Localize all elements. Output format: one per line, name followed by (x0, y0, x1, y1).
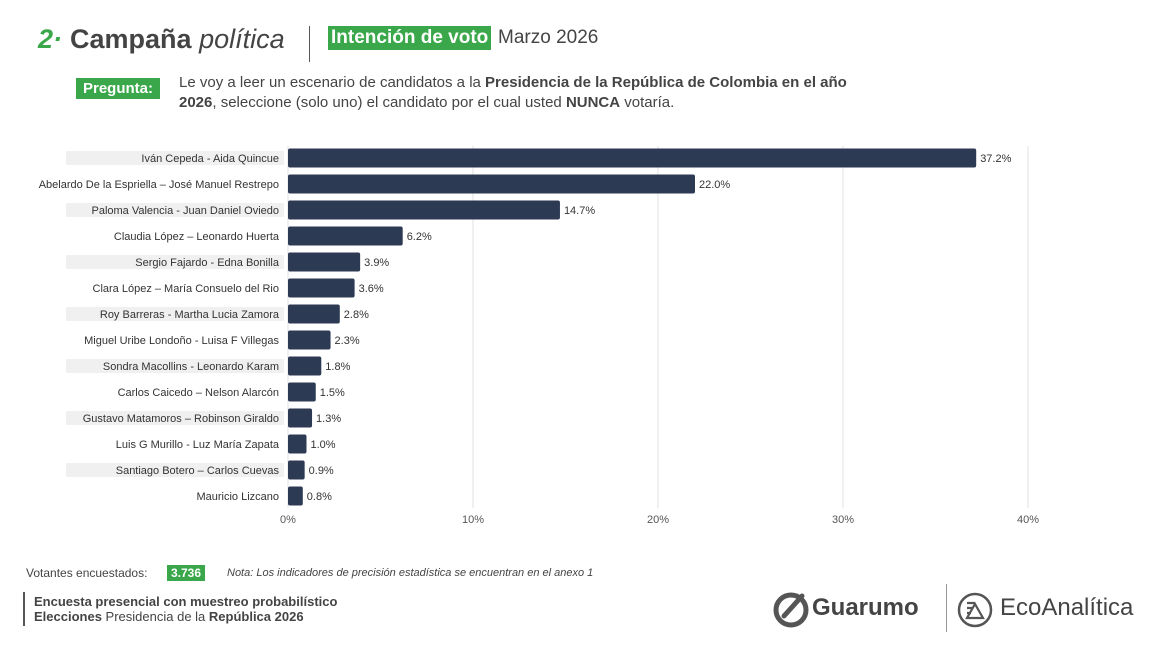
value-label: 1.3% (316, 413, 341, 425)
question-part4: NUNCA (565, 94, 621, 111)
category-label: Abelardo De la Espriella – José Manuel R… (39, 179, 279, 191)
voters-label: Votantes encuestados: (26, 566, 148, 580)
bar (288, 486, 303, 506)
value-label: 2.3% (335, 335, 360, 347)
question-part1: Le voy a leer un escenario de candidatos… (179, 74, 486, 91)
value-label: 6.2% (407, 231, 432, 243)
ecoanalitica-logo: EcoAnalítica (956, 588, 1156, 630)
section-title-italic: política (199, 24, 285, 54)
value-label: 22.0% (699, 179, 730, 191)
category-band (66, 151, 284, 165)
category-band (66, 203, 284, 217)
footer-method: Encuesta presencial con muestreo probabi… (34, 594, 338, 609)
bar-chart: 0% 10% 20% 30% 40% Iván Cepeda - Aida Quincue… (39, 146, 1039, 526)
guarumo-logo-text: Guarumo (812, 594, 919, 621)
value-label: 2.8% (344, 309, 369, 321)
section-number: 2· (38, 24, 63, 54)
bar (288, 226, 403, 246)
voters-count-badge: 3.736 (167, 565, 206, 581)
guarumo-logo: Guarumo (772, 588, 952, 630)
bar (288, 278, 355, 298)
footer-elections: Elecciones Presidencia de la República 2… (34, 609, 304, 624)
value-label: 1.0% (311, 439, 336, 451)
bar (288, 460, 305, 480)
question-part3: , seleccione (solo uno) el candidato por… (212, 94, 566, 111)
category-band (66, 411, 284, 425)
value-label: 1.5% (320, 387, 345, 399)
value-label: 0.9% (309, 465, 334, 477)
category-label: Luis G Murillo - Luz María Zapata (116, 439, 280, 451)
x-tick-label: 20% (647, 514, 669, 526)
value-label: 3.6% (359, 283, 384, 295)
survey-date: Marzo 2026 (498, 27, 599, 48)
footer-accent-bar (23, 592, 25, 626)
bar (288, 434, 307, 454)
value-label: 3.9% (364, 257, 389, 269)
bar (288, 330, 331, 350)
category-label: Miguel Uribe Londoño - Luisa F Villegas (84, 335, 279, 347)
category-band (66, 463, 284, 477)
category-label: Claudia López – Leonardo Huerta (114, 231, 280, 243)
precision-note: Nota: Los indicadores de precisión estad… (227, 567, 594, 579)
bar (288, 304, 340, 324)
category-label: Clara López – María Consuelo del Rio (93, 283, 280, 295)
category-label: Sondra Macollins - Leonardo Karam (103, 361, 279, 373)
footer-elections-bold: Elecciones (34, 609, 102, 624)
bar (288, 252, 361, 272)
ecoanalitica-logo-text: EcoAnalítica (1000, 594, 1134, 621)
x-tick-label: 30% (832, 514, 854, 526)
question-part2: Presidencia de la República de Colombia … (179, 74, 847, 111)
category-label: Paloma Valencia - Juan Daniel Oviedo (91, 205, 279, 217)
category-label: Gustavo Matamoros – Robinson Giraldo (83, 413, 279, 425)
footer-elections-bold2: República 2026 (208, 609, 304, 624)
category-label: Santiago Botero – Carlos Cuevas (116, 465, 280, 477)
bar (288, 356, 322, 376)
value-label: 37.2% (980, 153, 1011, 165)
bar (288, 200, 560, 220)
ecoanalitica-icon (957, 592, 993, 628)
bar (288, 174, 695, 194)
category-label: Mauricio Lizcano (196, 491, 279, 503)
x-tick-label: 40% (1017, 514, 1039, 526)
bar (288, 408, 313, 428)
x-tick-label: 0% (280, 514, 296, 526)
category-band (66, 255, 284, 269)
value-label: 14.7% (564, 205, 595, 217)
category-band (66, 359, 284, 373)
question-part5: votaría. (620, 94, 675, 111)
value-label: 1.8% (325, 361, 350, 373)
category-label: Roy Barreras - Martha Lucia Zamora (100, 309, 280, 321)
category-label: Sergio Fajardo - Edna Bonilla (135, 257, 280, 269)
title-divider (309, 26, 310, 62)
category-label: Carlos Caicedo – Nelson Alarcón (118, 387, 279, 399)
bar (288, 148, 977, 168)
value-label: 0.8% (307, 491, 332, 503)
intencion-tag: Intención de voto (328, 26, 492, 50)
category-label: Iván Cepeda - Aida Quincue (141, 153, 279, 165)
section-title-bold: Campaña (70, 24, 192, 54)
footer-elections-mid: Presidencia de la (101, 609, 209, 624)
guarumo-icon (773, 592, 809, 628)
section-title: Campaña política (70, 24, 285, 55)
question-text: Le voy a leer un escenario de candidatos… (179, 73, 869, 113)
category-band (66, 307, 284, 321)
logo-divider (946, 584, 947, 632)
x-tick-label: 10% (462, 514, 484, 526)
question-tag: Pregunta: (76, 78, 161, 99)
bar (288, 382, 316, 402)
